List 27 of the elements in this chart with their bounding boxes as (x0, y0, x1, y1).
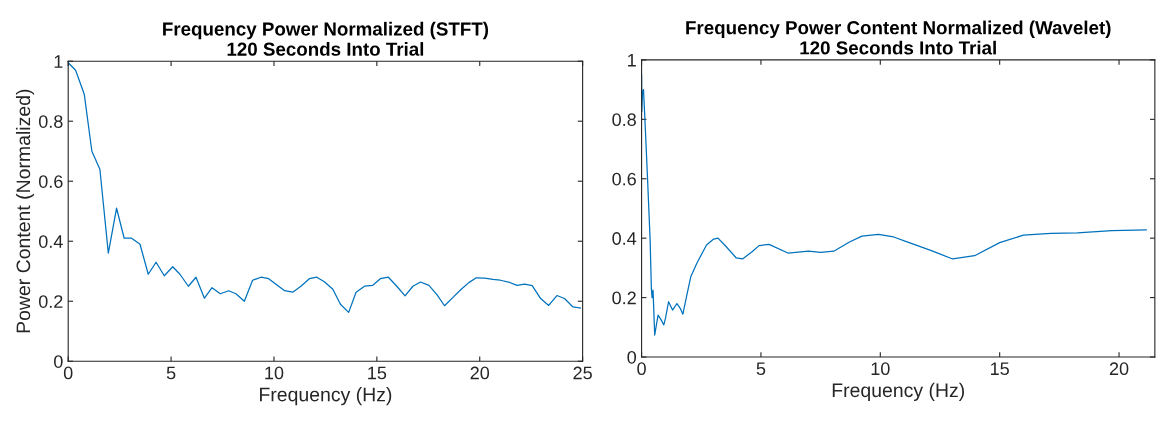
x-tick-label: 25 (573, 366, 592, 380)
y-tick-label: 0.4 (612, 232, 637, 245)
x-axis-title: Frequency (Hz) (260, 387, 392, 406)
y-tick-label: 0 (627, 350, 637, 364)
y-tick-label: 0.6 (38, 175, 63, 188)
x-tick-label: 5 (166, 366, 176, 380)
y-tick-label: 0.4 (38, 235, 63, 248)
y-tick-label: 0.6 (612, 172, 636, 186)
x-tick-label: 5 (756, 362, 766, 376)
y-axis-title: Power Content (Normalized) (15, 89, 35, 333)
y-tick-label: 1 (628, 54, 636, 67)
y-tick-label: 0.8 (38, 115, 63, 128)
y-tick-label: 0.2 (38, 295, 63, 308)
x-tick-label: 10 (265, 366, 284, 380)
x-tick-label: 20 (470, 366, 490, 380)
x-axis-title: Frequency (Hz) (832, 382, 964, 401)
x-tick-label: 20 (1109, 362, 1129, 376)
x-tick-label: 10 (871, 362, 890, 376)
x-tick-label: 0 (63, 366, 73, 380)
y-tick-label: 0.8 (612, 113, 636, 127)
x-tick-label: 0 (637, 362, 646, 376)
chart-title: Frequency Power Normalized (STFT) 120 Seconds Into Trial (163, 21, 489, 56)
chart-title: Frequency Power Content Normalized (Wavelet) 120 Seconds Into Trial (686, 20, 1111, 55)
y-tick-label: 1 (54, 55, 63, 68)
x-tick-label: 15 (368, 366, 387, 380)
x-tick-label: 15 (991, 362, 1009, 376)
y-tick-label: 0.2 (612, 291, 636, 305)
